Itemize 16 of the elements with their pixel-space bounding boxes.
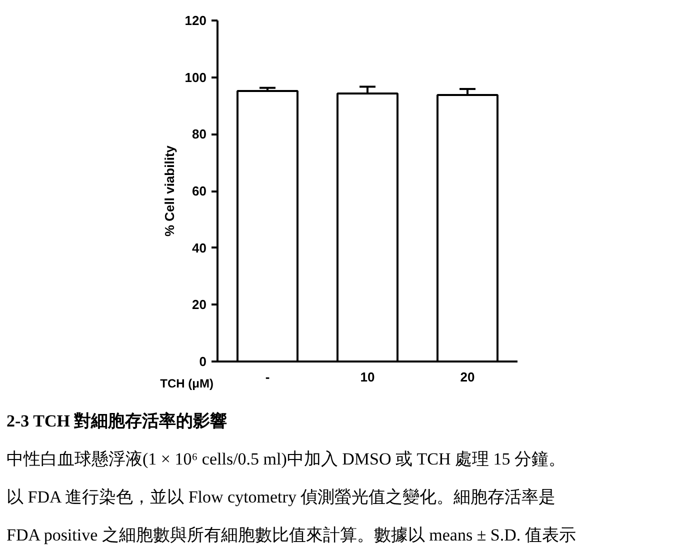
y-tick-label: 80 xyxy=(192,126,207,142)
text: 中性白血球懸浮液(1 × 10⁶ cells/0.5 ml)中加入 DMSO 或 TCH 處理 15 分鐘。 xyxy=(6,450,566,468)
text: FDA positive 之細胞數與所有細胞數比值來計算。數據以 means ± S.D. 值表示 xyxy=(6,526,576,544)
x-tick-label: 10 xyxy=(360,370,375,384)
text: 2-3 TCH 對細胞存活率的影響 xyxy=(6,412,228,430)
y-tick-label: 100 xyxy=(184,70,207,85)
y-axis-title: % Cell viability xyxy=(162,144,177,237)
y-tick-label: 60 xyxy=(192,184,207,198)
text: 以 FDA 進行染色，並以 Flow cytometry 偵測螢光值之變化。細胞存活率是 xyxy=(6,488,556,506)
y-tick-label: 40 xyxy=(192,240,207,256)
x-axis-title: TCH (μM) xyxy=(160,376,214,390)
x-tick-label: - xyxy=(265,370,270,384)
y-tick-label: 20 xyxy=(192,297,207,312)
y-tick-label: 0 xyxy=(199,354,207,369)
x-tick-label: 20 xyxy=(460,370,475,384)
y-tick-label: 120 xyxy=(184,13,207,28)
